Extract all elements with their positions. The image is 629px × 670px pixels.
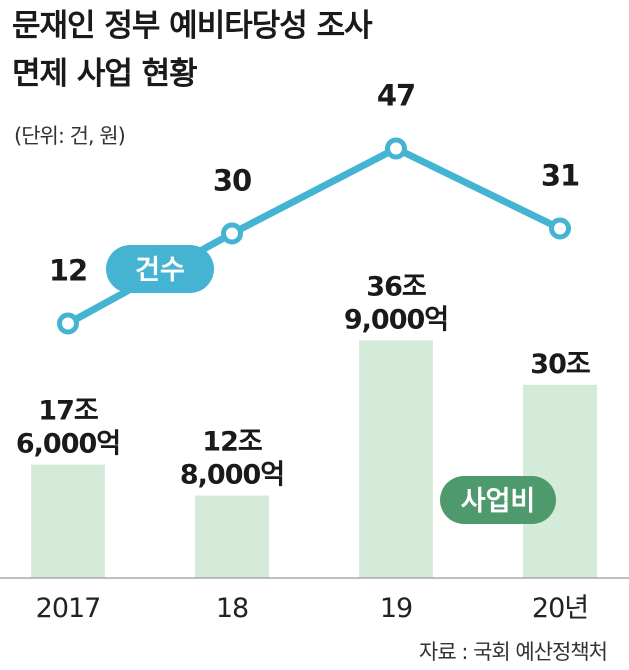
budget-label-0-line-1: 6,000억 [16, 429, 120, 460]
chart-title: 문재인 정부 예비타당성 조사 면제 사업 현황 [12, 2, 373, 98]
count-label-2: 47 [377, 79, 415, 113]
budget-bar-0 [31, 464, 105, 578]
count-point-1 [221, 222, 243, 245]
bars-group [31, 340, 597, 578]
budget-bar-1 [195, 495, 269, 578]
title-line-2: 면제 사업 현황 [12, 56, 198, 92]
budget-label-3-line-0: 30조 [530, 349, 590, 380]
count-series-pill [106, 245, 214, 293]
budget-label-1-line-0: 12조 [202, 427, 262, 458]
title-line-1: 문재인 정부 예비타당성 조사 [12, 8, 373, 44]
x-ticks-group: 2017 18 19 20년 [36, 593, 589, 624]
budget-bar-2 [359, 340, 433, 578]
source-note: 자료 : 국회 예산정책처 [419, 640, 608, 664]
budget-label-2-line-0: 36조 [366, 271, 426, 302]
budget-label-3: 30조 [530, 349, 590, 380]
budget-label-2-line-1: 9,000억 [344, 304, 448, 335]
budget-series-label: 사업비 [461, 486, 536, 517]
budget-label-1-line-1: 8,000억 [180, 460, 284, 491]
budget-label-2: 36조 9,000억 [344, 271, 448, 335]
count-line-group [57, 137, 571, 335]
count-line [64, 145, 564, 327]
count-label-3: 31 [541, 159, 579, 193]
count-point-0 [57, 312, 79, 335]
budget-label-1: 12조 8,000억 [180, 427, 284, 491]
count-point-3 [549, 217, 571, 240]
x-tick-2: 19 [380, 593, 412, 624]
x-tick-0: 2017 [36, 593, 101, 624]
count-series-label: 건수 [135, 255, 185, 286]
budget-label-0-line-0: 17조 [38, 396, 98, 427]
count-label-0: 12 [49, 254, 87, 288]
labels-group: 17조 6,000억 12조 8,000억 36조 9,000억 30조 12 30 47 31 [16, 79, 591, 491]
budget-label-0: 17조 6,000억 [16, 396, 120, 460]
count-label-1: 30 [213, 164, 251, 198]
count-point-2 [385, 137, 407, 160]
budget-series-pill [440, 476, 556, 524]
x-tick-1: 18 [216, 593, 248, 624]
unit-note: (단위: 건, 원) [14, 124, 126, 148]
x-tick-3: 20년 [532, 593, 588, 624]
